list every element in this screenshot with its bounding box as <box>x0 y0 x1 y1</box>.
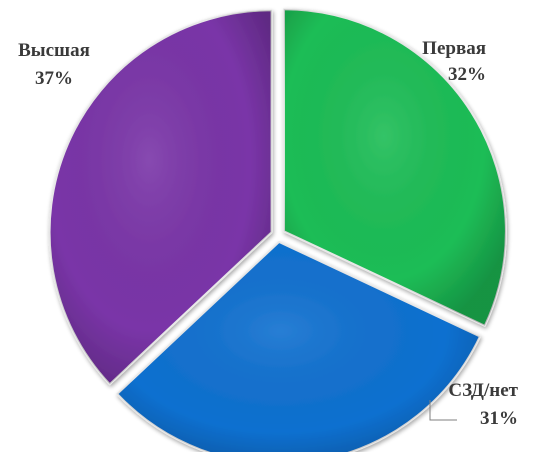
slice-label-name-2: Высшая <box>18 40 90 61</box>
leader-line-1 <box>429 400 457 421</box>
pie-slices <box>48 8 507 452</box>
slice-label-name-0: Первая <box>422 38 486 59</box>
slice-label-value-1: 31% <box>480 408 518 429</box>
leader-lines <box>429 400 457 421</box>
slice-label-value-2: 37% <box>35 68 73 89</box>
slice-label-name-1: СЗД/нет <box>448 380 518 401</box>
slice-label-value-0: 32% <box>448 64 486 85</box>
